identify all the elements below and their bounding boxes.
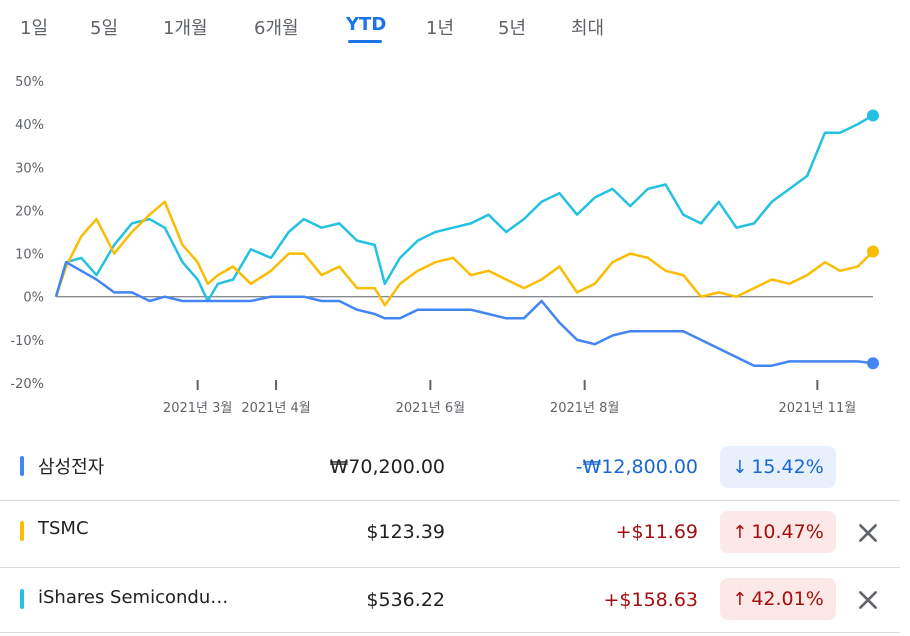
price-change: -₩12,800.00 xyxy=(575,456,698,478)
series-endpoint-1 xyxy=(867,245,879,258)
y-tick-label: 10% xyxy=(15,248,44,263)
x-tick-label: 2021년 6월 xyxy=(396,401,465,416)
tab-max[interactable]: 최대 xyxy=(571,18,605,39)
series-line-0 xyxy=(54,114,874,303)
x-tick-label: 2021년 11월 xyxy=(779,401,857,416)
arrow-up-icon: ↑ xyxy=(732,521,748,543)
arrow-down-icon: ↓ xyxy=(732,456,748,478)
stock-price: ₩70,200.00 xyxy=(329,456,445,478)
tab-5y[interactable]: 5년 xyxy=(498,18,527,39)
tab-5d[interactable]: 5일 xyxy=(90,18,119,39)
series-endpoint-2 xyxy=(867,357,879,370)
percent-change-value: 42.01% xyxy=(751,588,824,610)
tab-6m[interactable]: 6개월 xyxy=(254,18,299,39)
percent-change-badge: ↑ 42.01% xyxy=(720,578,836,620)
row-divider xyxy=(0,500,900,501)
tab-1d[interactable]: 1일 xyxy=(20,18,49,39)
series-endpoint-0 xyxy=(867,109,879,122)
price-change: +$158.63 xyxy=(603,589,699,611)
price-change: +$11.69 xyxy=(615,521,698,543)
y-tick-label: 50% xyxy=(15,75,44,90)
tab-1y[interactable]: 1년 xyxy=(426,18,455,39)
time-range-tabs: 1일 5일 1개월 6개월 YTD 1년 5년 최대 xyxy=(0,0,910,50)
close-icon[interactable] xyxy=(855,587,881,613)
y-tick-label: 20% xyxy=(15,204,44,219)
stock-name: 삼성전자 xyxy=(38,457,105,478)
percent-change-value: 10.47% xyxy=(751,521,824,543)
series-color-swatch xyxy=(20,589,24,609)
x-tick-label: 2021년 8월 xyxy=(550,401,619,416)
arrow-up-icon: ↑ xyxy=(732,588,748,610)
percent-change-badge: ↑ 10.47% xyxy=(720,511,836,553)
active-tab-indicator xyxy=(348,40,382,43)
y-tick-label: 0% xyxy=(23,291,44,306)
x-tick-label: 2021년 3월 xyxy=(163,401,232,416)
row-divider xyxy=(0,567,900,568)
series-line-2 xyxy=(54,260,874,367)
row-divider xyxy=(0,632,900,633)
series-color-swatch xyxy=(20,521,24,541)
stock-price: $123.39 xyxy=(366,521,445,543)
y-tick-label: 30% xyxy=(15,161,44,176)
tab-1m[interactable]: 1개월 xyxy=(163,18,208,39)
x-tick-label: 2021년 4월 xyxy=(241,401,310,416)
stock-name: iShares Semicondu… xyxy=(38,587,229,608)
comparison-chart: 50% 40% 30% 20% 10% 0% -10% -20% 2021년 3월 2021년 4… xyxy=(10,75,879,416)
percent-change-value: 15.42% xyxy=(751,456,824,478)
series-line-1 xyxy=(54,200,874,307)
y-tick-label: 40% xyxy=(15,118,44,133)
percent-change-badge: ↓ 15.42% xyxy=(720,446,836,488)
stock-price: $536.22 xyxy=(366,589,445,611)
series-color-swatch xyxy=(20,456,24,476)
close-icon[interactable] xyxy=(855,520,881,546)
stock-name: TSMC xyxy=(38,518,89,539)
tab-ytd[interactable]: YTD xyxy=(346,14,387,35)
y-tick-label: -10% xyxy=(10,334,44,349)
y-tick-label: -20% xyxy=(10,377,44,392)
